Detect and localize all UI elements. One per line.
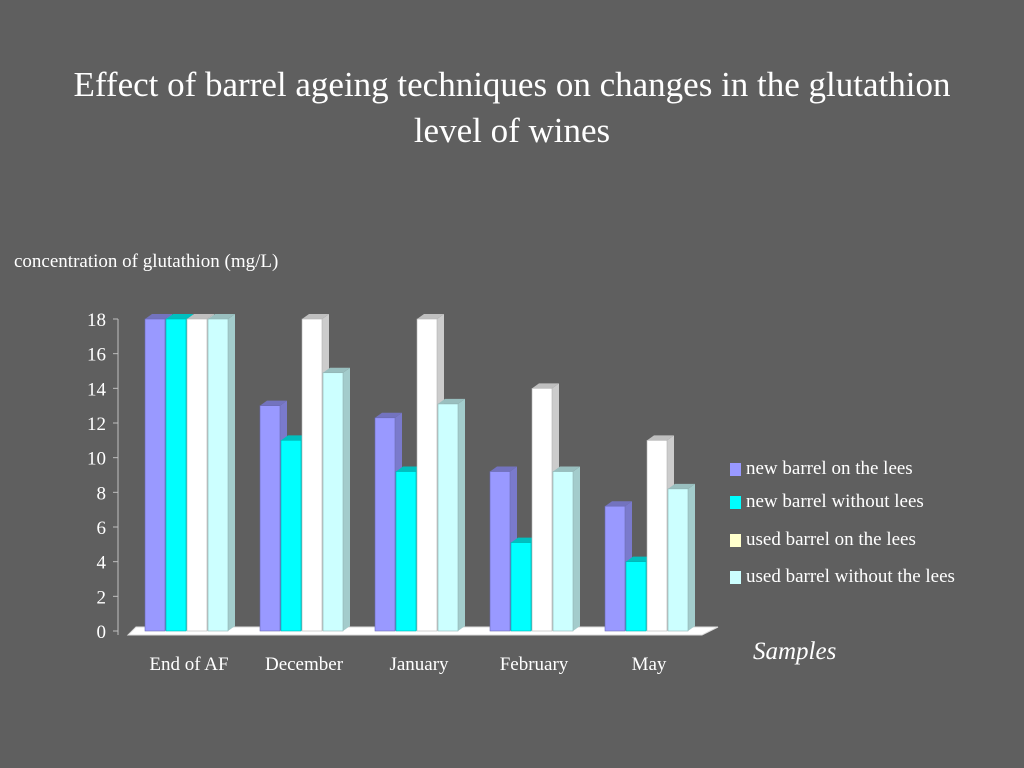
y-tick-label: 12: [87, 414, 106, 435]
y-tick-label: 6: [97, 518, 107, 539]
y-tick-label: 14: [87, 379, 107, 400]
bar-side: [573, 466, 580, 631]
bar-top: [668, 483, 695, 489]
legend-item-used-barrel-on-lees: used barrel on the lees: [730, 529, 916, 551]
legend-item-used-barrel-without-lees: used barrel without the lees: [730, 566, 955, 588]
bar-top: [323, 367, 350, 373]
bar-front: [186, 318, 208, 632]
bar-top: [626, 556, 653, 562]
bar: [552, 466, 580, 632]
bar-front: [322, 372, 344, 632]
bar-top: [396, 466, 423, 472]
bar-top: [187, 314, 214, 319]
bar-top: [281, 435, 308, 441]
bar-front: [374, 417, 396, 632]
bar-front: [531, 388, 553, 632]
bar-front: [280, 440, 302, 632]
y-tick-label: 16: [87, 345, 106, 366]
chart-title: Effect of barrel ageing techniques on ch…: [73, 65, 951, 150]
legend-label: used barrel without the lees: [746, 566, 955, 587]
y-tick-label: 0: [97, 622, 107, 643]
bar-top: [375, 412, 402, 418]
bar-front: [259, 405, 281, 632]
legend-item-new-barrel-without-lees: new barrel without lees: [730, 491, 924, 513]
bar-top: [490, 466, 517, 472]
bar-side: [228, 314, 235, 631]
bar: [322, 367, 350, 632]
bar-front: [552, 471, 574, 632]
bar-top: [605, 501, 632, 507]
bar-top: [438, 398, 465, 404]
bar: [437, 398, 465, 632]
bar-top: [145, 314, 172, 319]
bar-front: [667, 488, 689, 632]
bar-front: [646, 440, 668, 632]
bar-top: [260, 400, 287, 406]
bar-top: [647, 435, 674, 441]
bar: [667, 483, 695, 632]
y-tick-label: 2: [97, 587, 107, 608]
bar-front: [395, 471, 417, 632]
x-tick-label: End of AF: [149, 654, 228, 675]
x-axis-label: Samples: [753, 638, 837, 665]
bar-front: [207, 318, 229, 632]
legend-swatch: [730, 495, 741, 509]
bar-front: [165, 318, 187, 632]
legend-label: used barrel on the lees: [746, 529, 916, 550]
bar-top: [302, 314, 329, 319]
y-tick-label: 8: [97, 483, 107, 504]
bar-front: [489, 471, 511, 632]
bar-front: [437, 403, 459, 632]
legend-swatch: [730, 462, 741, 476]
bar-side: [688, 483, 695, 631]
bar-front: [604, 505, 626, 632]
bar: [207, 314, 235, 632]
bar-front: [625, 561, 647, 632]
bar-side: [458, 398, 465, 631]
x-tick-label: December: [265, 654, 344, 675]
legend-swatch: [730, 570, 741, 584]
bar-top: [553, 466, 580, 472]
bar-top: [208, 314, 235, 319]
bar-top: [532, 383, 559, 389]
bar-top: [417, 314, 444, 319]
bar-top: [511, 537, 538, 543]
x-tick-label: May: [632, 654, 667, 675]
bar-top: [166, 314, 193, 319]
y-axis-label: concentration of glutathion (mg/L): [14, 251, 279, 272]
x-tick-label: February: [500, 654, 569, 675]
legend-item-new-barrel-on-lees: new barrel on the lees: [730, 458, 913, 480]
bar-front: [510, 542, 532, 632]
y-tick-label: 10: [87, 449, 106, 470]
legend-label: new barrel on the lees: [746, 458, 913, 479]
y-tick-label: 4: [97, 553, 107, 574]
bar-front: [144, 318, 166, 632]
y-tick-label: 18: [87, 310, 106, 331]
legend-swatch: [730, 533, 741, 547]
bar-front: [301, 318, 323, 632]
legend-label: new barrel without lees: [746, 491, 924, 512]
bar-front: [416, 318, 438, 632]
bar-side: [343, 367, 350, 631]
x-tick-label: January: [389, 654, 449, 675]
